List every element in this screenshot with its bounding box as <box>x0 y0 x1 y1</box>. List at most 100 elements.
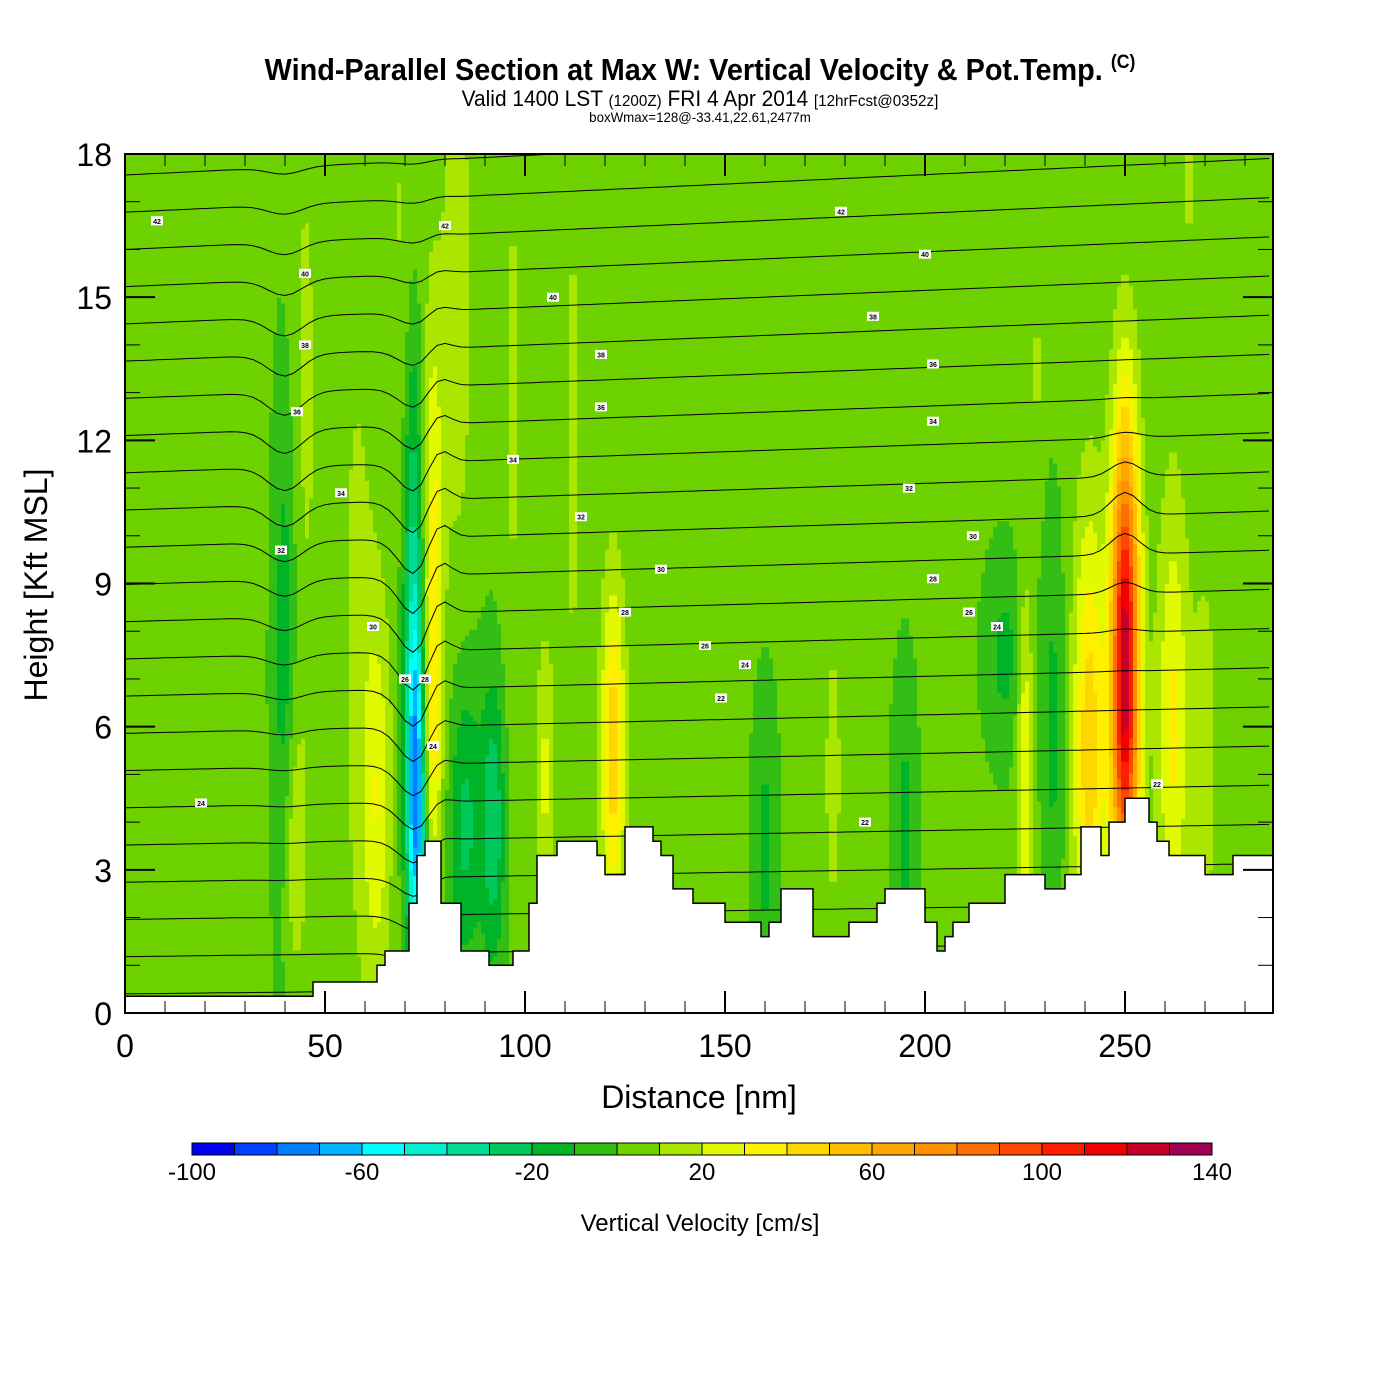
contour-label-box <box>439 221 451 231</box>
field-cell <box>989 154 994 539</box>
field-cell <box>277 732 282 1013</box>
field-cell <box>1185 154 1190 224</box>
field-cell <box>265 154 270 630</box>
contour-label-box <box>427 741 439 751</box>
colorbar-box <box>191 1142 235 1156</box>
field-cell <box>617 612 622 670</box>
field-cell <box>661 154 666 1013</box>
field-cell <box>485 692 490 756</box>
field-cell <box>457 726 462 934</box>
colorbar-box <box>1169 1142 1213 1156</box>
theta-contour-label: 26 <box>399 674 411 684</box>
field-cell <box>365 680 370 882</box>
field-cell <box>1173 154 1178 453</box>
field-cell <box>309 497 314 1013</box>
field-cell <box>1129 772 1134 802</box>
field-cell <box>1077 474 1082 579</box>
field-cell <box>1109 348 1114 430</box>
field-cell <box>1101 646 1106 802</box>
field-cell <box>569 274 574 613</box>
field-cell <box>1149 640 1154 756</box>
field-cell <box>129 154 134 1013</box>
field-cell <box>617 154 622 550</box>
field-cell <box>989 772 994 1013</box>
field-cell <box>305 154 310 224</box>
field-cell <box>501 663 506 774</box>
field-cell <box>373 154 378 533</box>
field-cell <box>1165 583 1170 871</box>
field-cell <box>369 915 374 1013</box>
theta-contour-label: 38 <box>595 349 607 359</box>
field-cell <box>1113 428 1118 470</box>
field-cell <box>837 812 842 1013</box>
theta-contour-line <box>125 154 568 176</box>
field-cell <box>1189 589 1194 882</box>
field-cell <box>1117 560 1122 596</box>
field-cell <box>309 154 314 287</box>
field-cell <box>1129 154 1134 287</box>
colorbar-box <box>1126 1142 1170 1156</box>
colorbar-box <box>1084 1142 1128 1156</box>
field-cell <box>1061 154 1066 573</box>
field-cell <box>849 154 854 1013</box>
field-cell <box>489 738 494 905</box>
field-cell <box>909 635 914 1013</box>
field-cell <box>441 778 446 1013</box>
field-cell <box>449 154 454 527</box>
colorbar-tick-label: -20 <box>515 1159 550 1186</box>
y-tick-label: 6 <box>94 710 112 746</box>
field-cell <box>429 251 434 378</box>
field-cell <box>1129 457 1134 487</box>
field-cell <box>1157 154 1162 545</box>
field-cell <box>481 154 486 608</box>
field-cell <box>1137 154 1142 350</box>
contour-label-text: 24 <box>197 801 205 808</box>
field-cell <box>461 869 466 945</box>
field-cell <box>297 154 302 745</box>
field-cell <box>521 154 526 1013</box>
field-cell <box>981 572 986 739</box>
field-cell <box>945 154 950 1013</box>
field-cell <box>1121 480 1126 504</box>
field-cell <box>605 669 610 831</box>
field-cell <box>605 829 610 888</box>
field-cell <box>189 154 194 1013</box>
colorbar-box <box>574 1142 618 1156</box>
field-cell <box>1177 154 1182 470</box>
field-cell <box>405 154 410 333</box>
field-cell <box>1117 806 1122 831</box>
field-cell <box>413 715 418 848</box>
colorbar-box <box>659 1142 703 1156</box>
field-cell <box>1197 600 1202 894</box>
field-cell <box>1101 440 1106 545</box>
field-cell <box>601 577 606 670</box>
field-cell <box>621 154 626 579</box>
field-cell <box>409 279 414 373</box>
field-cell <box>437 789 442 871</box>
field-cell <box>677 154 682 1013</box>
field-cell <box>1121 274 1126 338</box>
field-cell <box>437 405 442 791</box>
field-cell <box>1049 154 1054 459</box>
field-cell <box>977 709 982 1013</box>
field-cell <box>497 789 502 859</box>
y-tick-label: 3 <box>94 853 112 889</box>
field-cell <box>1021 154 1026 608</box>
contour-label-text: 22 <box>861 820 869 827</box>
field-cell <box>1125 154 1130 275</box>
colorbar-box <box>744 1142 788 1156</box>
field-cell <box>1129 537 1134 567</box>
field-cell <box>429 497 434 762</box>
field-cell <box>1181 497 1186 636</box>
field-cell <box>1121 434 1126 459</box>
field-cell <box>153 154 158 1013</box>
field-cell <box>289 411 294 739</box>
field-cell <box>901 154 906 619</box>
field-cell <box>533 154 538 1013</box>
field-cell <box>665 154 670 1013</box>
y-tick-label: 12 <box>76 423 112 459</box>
field-cell <box>1005 698 1010 791</box>
theta-contour-label: 40 <box>299 268 311 278</box>
field-cell <box>765 154 770 648</box>
field-cell <box>905 761 910 888</box>
